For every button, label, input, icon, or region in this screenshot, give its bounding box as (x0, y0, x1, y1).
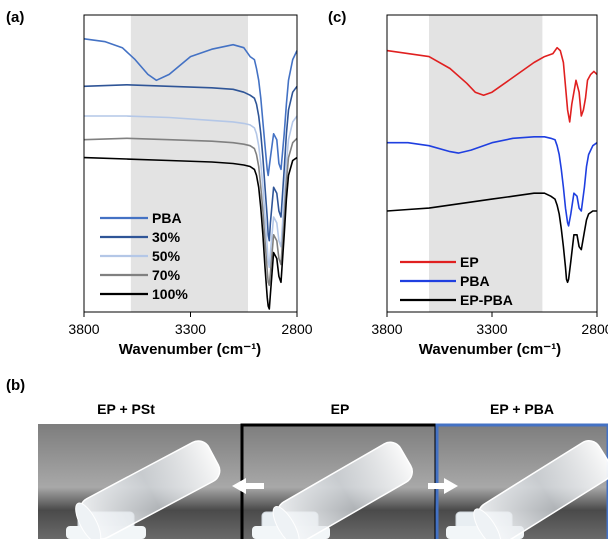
series-line-a-30pct (83, 84, 298, 242)
vial-ep-pst (66, 440, 221, 539)
legend-label-c-pba: PBA (460, 273, 490, 289)
x-tick-label-c-3300: 3300 (476, 321, 507, 337)
panel-label-b: (b) (6, 377, 25, 394)
legend-c: EP PBA EP-PBA (400, 254, 513, 308)
shaded-region-c (429, 15, 543, 312)
ftir-chart-a: (a) 3800 3300 2800 Wavenumber (cm⁻¹) PBA 30… (6, 9, 313, 358)
x-tick-label-a-3300: 3300 (175, 321, 206, 337)
legend-label-a-50pct: 50% (152, 248, 181, 264)
vial-ep-pba (446, 440, 608, 539)
x-tick-label-c-2800: 2800 (581, 321, 608, 337)
x-axis-label-c: Wavenumber (cm⁻¹) (419, 341, 561, 358)
series-line-a-100pct (83, 156, 298, 310)
x-tick-label-c-3800: 3800 (371, 321, 402, 337)
photo-image (38, 423, 608, 539)
legend-label-c-ep: EP (460, 254, 479, 270)
panel-label-c: (c) (328, 9, 346, 26)
legend-label-a-30pct: 30% (152, 229, 181, 245)
series-line-a-70pct (83, 137, 298, 287)
arrow-left-icon (232, 478, 264, 494)
panel-label-a: (a) (6, 9, 24, 26)
x-tick-label-a-2800: 2800 (281, 321, 312, 337)
photo-title-ep: EP (331, 401, 350, 417)
legend-label-a-70pct: 70% (152, 267, 181, 283)
legend-label-c-ep-pba: EP-PBA (460, 292, 513, 308)
photo-panel-b: (b) EP + PSt EP EP + PBA (6, 377, 608, 539)
series-line-c-ep-pba (386, 192, 597, 284)
series-line-c-ep (386, 46, 598, 123)
x-ticks-a: 3800 3300 2800 (68, 312, 313, 337)
legend-a: PBA 30% 50% 70% 100% (100, 210, 188, 302)
photo-title-ep-pba: EP + PBA (490, 401, 554, 417)
legend-label-a-100pct: 100% (152, 286, 188, 302)
series-line-c-pba (387, 136, 598, 227)
vial-ep (252, 441, 413, 539)
series-line-a-50pct (84, 115, 298, 269)
series-line-a-pba (83, 38, 298, 177)
x-tick-label-a-3800: 3800 (68, 321, 99, 337)
arrow-right-icon (428, 478, 458, 494)
x-ticks-c: 3800 3300 2800 (371, 312, 608, 337)
x-axis-label-a: Wavenumber (cm⁻¹) (119, 341, 261, 358)
series-group-a (83, 38, 298, 310)
legend-label-a-pba: PBA (152, 210, 182, 226)
photo-title-ep-pst: EP + PSt (97, 401, 155, 417)
ftir-chart-c: (c) 3800 3300 2800 Wavenumber (cm⁻¹) EP PBA… (328, 9, 608, 358)
series-group-c (386, 46, 598, 284)
